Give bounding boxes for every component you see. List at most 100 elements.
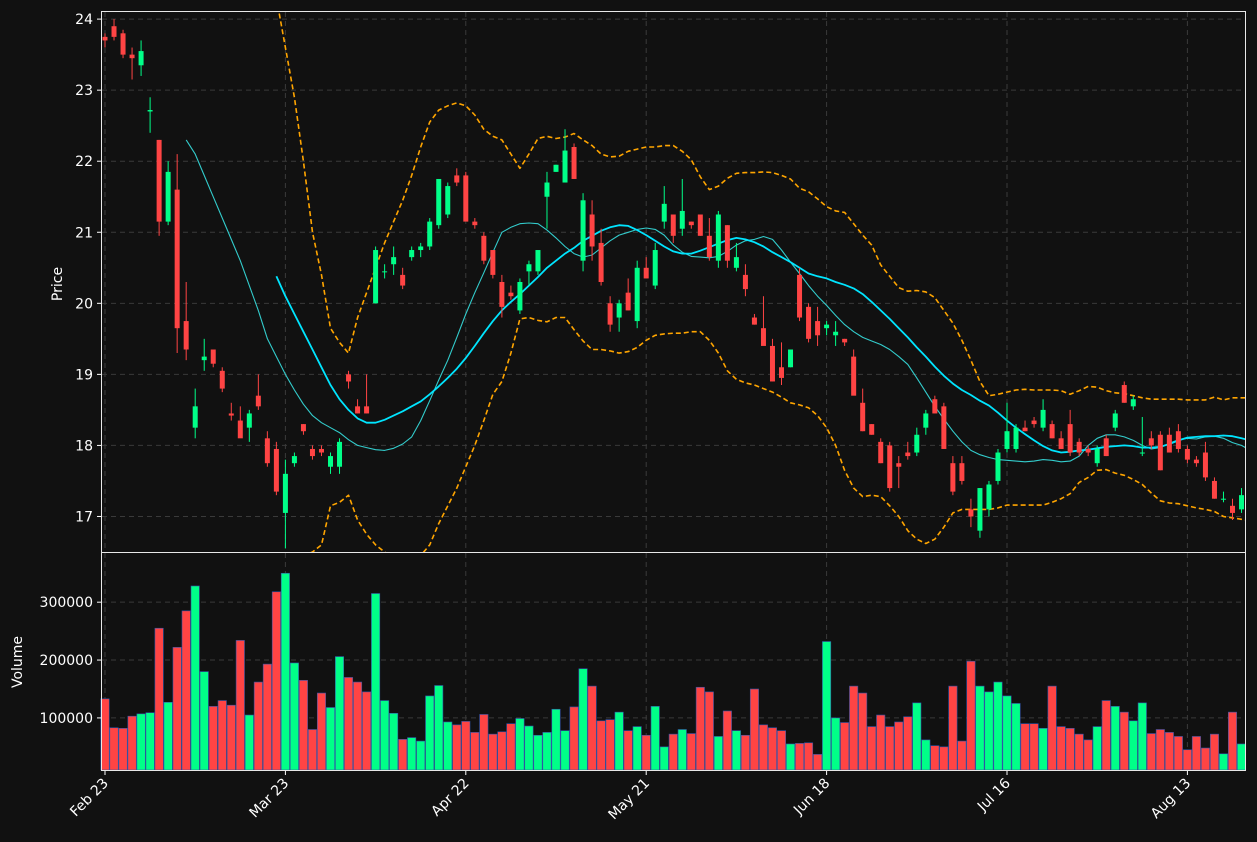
candle <box>192 388 198 439</box>
candle-body <box>1148 438 1154 446</box>
candle-body <box>183 321 189 350</box>
volume-bar <box>154 627 164 771</box>
candle <box>1220 491 1226 503</box>
volume-bar <box>244 714 254 771</box>
candle <box>932 395 938 414</box>
candle-body <box>1058 438 1064 449</box>
candle <box>842 338 848 346</box>
candle <box>273 441 279 496</box>
candle <box>914 427 920 457</box>
candle <box>950 456 956 496</box>
candle-body <box>282 473 288 513</box>
candle <box>905 441 911 460</box>
candle <box>679 178 685 236</box>
volume-bar <box>704 691 714 771</box>
candle <box>282 459 288 549</box>
candle-body <box>923 413 929 428</box>
candle-body <box>905 452 911 457</box>
volume-bar <box>353 681 363 771</box>
volume-bar <box>163 701 173 771</box>
volume-bar <box>650 706 660 771</box>
volume-bar <box>371 593 381 771</box>
candle-body <box>562 150 568 183</box>
volume-bar <box>533 734 543 771</box>
candle <box>111 19 117 41</box>
candle <box>788 349 794 368</box>
volume-bar <box>515 718 525 771</box>
candle <box>959 456 965 485</box>
candle-body <box>382 271 388 273</box>
volume-bar <box>659 746 669 771</box>
candle-body <box>192 406 198 428</box>
candle <box>634 260 640 329</box>
candle-body <box>1193 459 1199 464</box>
candle-body <box>364 406 370 414</box>
candle <box>652 242 658 290</box>
candle <box>1239 488 1245 513</box>
candle-body <box>454 175 460 183</box>
candle-body <box>995 452 1001 481</box>
candle-body <box>571 147 577 179</box>
candle <box>887 441 893 492</box>
candle <box>1202 441 1208 481</box>
candle <box>715 210 721 268</box>
volume-bar <box>1011 703 1021 771</box>
bollinger-lower-line <box>310 316 1245 552</box>
candle <box>463 171 469 222</box>
volume-bar <box>280 572 290 771</box>
candle-body <box>355 406 361 414</box>
volume-bar <box>1110 706 1120 771</box>
candle <box>1139 417 1145 457</box>
candle-body <box>824 324 830 329</box>
volume-bar <box>488 733 498 771</box>
candle-body <box>328 456 333 467</box>
volume-bar <box>1083 739 1093 771</box>
candle-body <box>580 200 586 261</box>
candle <box>968 498 974 528</box>
candle-body <box>499 282 505 307</box>
candle-body <box>120 33 126 55</box>
candle-body <box>1076 441 1082 453</box>
candle-body <box>887 445 893 489</box>
volume-bar <box>1029 723 1039 771</box>
candle <box>147 97 153 133</box>
candle <box>896 456 902 489</box>
candle <box>1076 438 1082 457</box>
candle-body <box>697 214 703 236</box>
candle <box>228 402 234 421</box>
candle-body <box>1211 480 1217 499</box>
candle-body <box>400 274 406 286</box>
candle-body <box>833 331 839 336</box>
volume-bar <box>1137 702 1147 771</box>
candle <box>1031 417 1037 428</box>
candle-body <box>598 242 604 282</box>
volume-bar <box>948 685 958 771</box>
candle-body <box>679 210 685 229</box>
candle-body <box>309 448 315 457</box>
volume-bar <box>804 742 814 771</box>
candle <box>661 186 667 229</box>
volume-bar <box>461 721 471 771</box>
candle-body <box>715 214 721 261</box>
candle <box>517 278 523 314</box>
candle-body <box>156 139 162 222</box>
candle-body <box>616 303 622 318</box>
candle <box>1040 399 1046 432</box>
volume-bar <box>731 730 741 771</box>
candle <box>1067 409 1073 457</box>
volume-bar <box>1228 711 1238 771</box>
volume-bar <box>885 726 895 771</box>
volume-bar <box>939 746 949 771</box>
volume-bar <box>1002 695 1012 771</box>
volume-bar <box>912 702 922 771</box>
volume-bar <box>578 668 588 771</box>
candle <box>598 228 604 286</box>
candle-body <box>733 257 739 268</box>
candle-body <box>445 186 451 215</box>
candle <box>418 242 424 258</box>
volume-bar <box>966 660 976 771</box>
candle <box>815 306 821 346</box>
candle-body <box>1103 438 1109 457</box>
volume-bar <box>497 731 507 771</box>
candle-body <box>589 214 595 247</box>
